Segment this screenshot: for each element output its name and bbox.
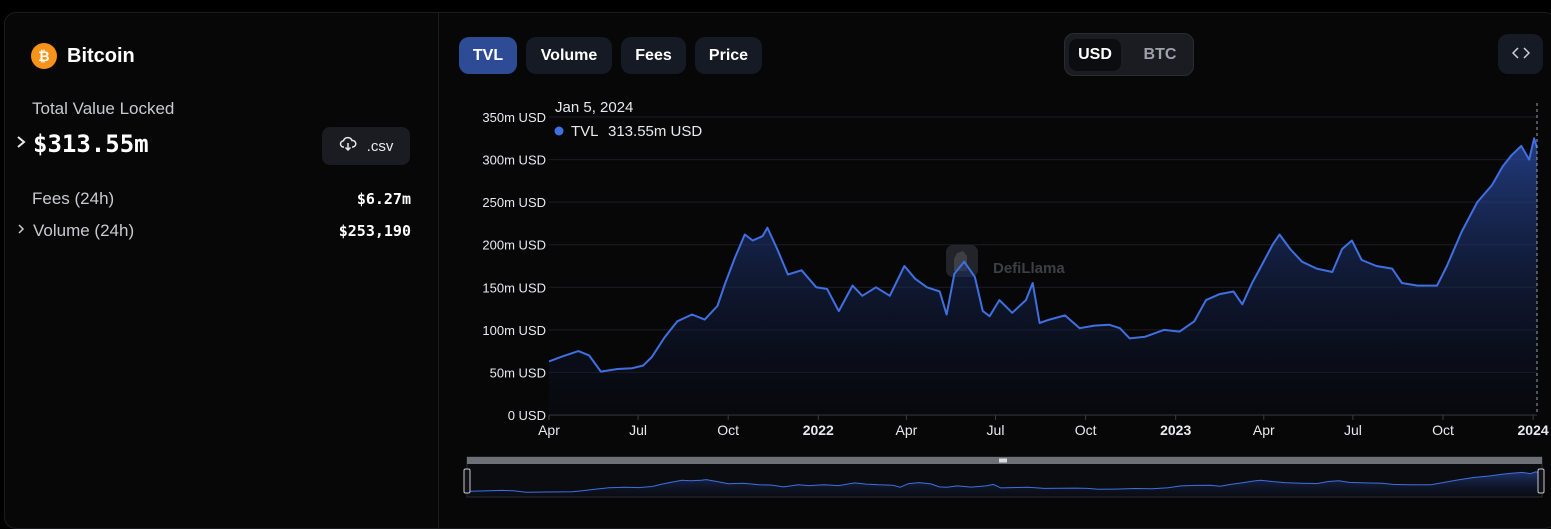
summary-panel: ₿ Bitcoin Total Value Locked $313.55m .c… (5, 13, 439, 528)
tab-tvl[interactable]: TVL (459, 37, 517, 74)
tab-volume[interactable]: Volume (526, 37, 612, 74)
x-tick-label: Oct (717, 422, 739, 438)
range-slider-handle-left[interactable] (463, 468, 471, 494)
y-axis: 0 USD 50m USD 100m USD 150m USD 200m USD 250m… (482, 110, 546, 423)
volume-value: $253,190 (338, 222, 411, 240)
x-tick-label: Jul (1344, 422, 1362, 438)
fees-row: Fees (24h) $6.27m (15, 189, 411, 209)
range-slider-preview-area (470, 471, 1539, 496)
tvl-chart[interactable]: 0 USD 50m USD 100m USD 150m USD 200m USD 250m… (1, 1, 1551, 516)
code-icon (1511, 46, 1530, 62)
tvl-area (549, 138, 1537, 416)
range-slider-grip-icon[interactable] (999, 458, 1007, 463)
tooltip-series-name: TVL (571, 123, 599, 140)
tooltip-series-marker (554, 126, 564, 136)
chevron-right-icon[interactable] (15, 222, 33, 241)
tooltip-value: 313.55m USD (608, 123, 702, 140)
currency-btc-option[interactable]: BTC (1143, 46, 1177, 63)
currency-usd-option[interactable]: USD (1069, 39, 1121, 71)
x-tick-label: Jul (629, 422, 647, 438)
y-tick-label: 200m USD (482, 238, 546, 253)
tab-price[interactable]: Price (695, 37, 762, 74)
csv-label: .csv (366, 137, 394, 155)
x-tick-label: 2022 (803, 422, 834, 438)
tvl-row[interactable]: $313.55m (15, 130, 149, 158)
x-tick-label: Apr (538, 422, 560, 438)
volume-label: Volume (24h) (33, 221, 135, 240)
tooltip: Jan 5, 2024 TVL 313.55m USD (554, 99, 702, 140)
fees-value: $6.27m (356, 190, 411, 208)
range-slider-preview-line (469, 471, 1540, 493)
tvl-series-line (548, 137, 1538, 373)
y-tick-label: 150m USD (482, 280, 546, 295)
range-slider-handle-right[interactable] (1537, 468, 1545, 494)
tooltip-date: Jan 5, 2024 (555, 99, 633, 116)
fees-label: Fees (24h) (32, 189, 115, 208)
tvl-label: Total Value Locked (32, 99, 175, 118)
bitcoin-icon: ₿ (31, 43, 57, 69)
watermark-text: DefiLlama (993, 260, 1065, 277)
y-tick-label: 250m USD (482, 195, 546, 210)
x-tick-label: Oct (1075, 422, 1097, 438)
y-tick-label: 350m USD (482, 110, 546, 125)
x-tick-label: Oct (1432, 422, 1454, 438)
embed-button[interactable] (1498, 34, 1543, 74)
currency-toggle: USD BTC (1064, 33, 1194, 76)
csv-download-button[interactable]: .csv (322, 127, 410, 165)
x-tick-label: Apr (1253, 422, 1275, 438)
y-tick-label: 50m USD (490, 365, 546, 380)
x-tick-label: Apr (896, 422, 918, 438)
protocol-panel: ₿ Bitcoin Total Value Locked $313.55m .c… (4, 12, 1551, 529)
y-tick-label: 0 USD (508, 408, 546, 423)
y-tick-label: 300m USD (482, 153, 546, 168)
x-tick-label: 2024 (1518, 422, 1549, 438)
download-cloud-icon (339, 136, 357, 156)
protocol-name: Bitcoin (67, 44, 135, 67)
x-tick-label: Jul (987, 422, 1005, 438)
chevron-right-icon[interactable] (15, 135, 33, 154)
svg-text:₿: ₿ (38, 48, 49, 64)
y-tick-label: 100m USD (482, 323, 546, 338)
tvl-value: $313.55m (33, 130, 149, 158)
x-axis: Apr Jul Oct 2022 Apr Jul Oct 2023 Apr Jul Oct 2024 (538, 415, 1549, 438)
volume-row[interactable]: Volume (24h) $253,190 (15, 221, 411, 241)
chart-panel: TVL Volume Fees Price USD BTC (439, 13, 1551, 528)
range-slider[interactable] (463, 456, 1545, 498)
x-tick-label: 2023 (1160, 422, 1191, 438)
protocol-header: ₿ Bitcoin (31, 43, 135, 69)
tab-fees[interactable]: Fees (621, 37, 686, 74)
